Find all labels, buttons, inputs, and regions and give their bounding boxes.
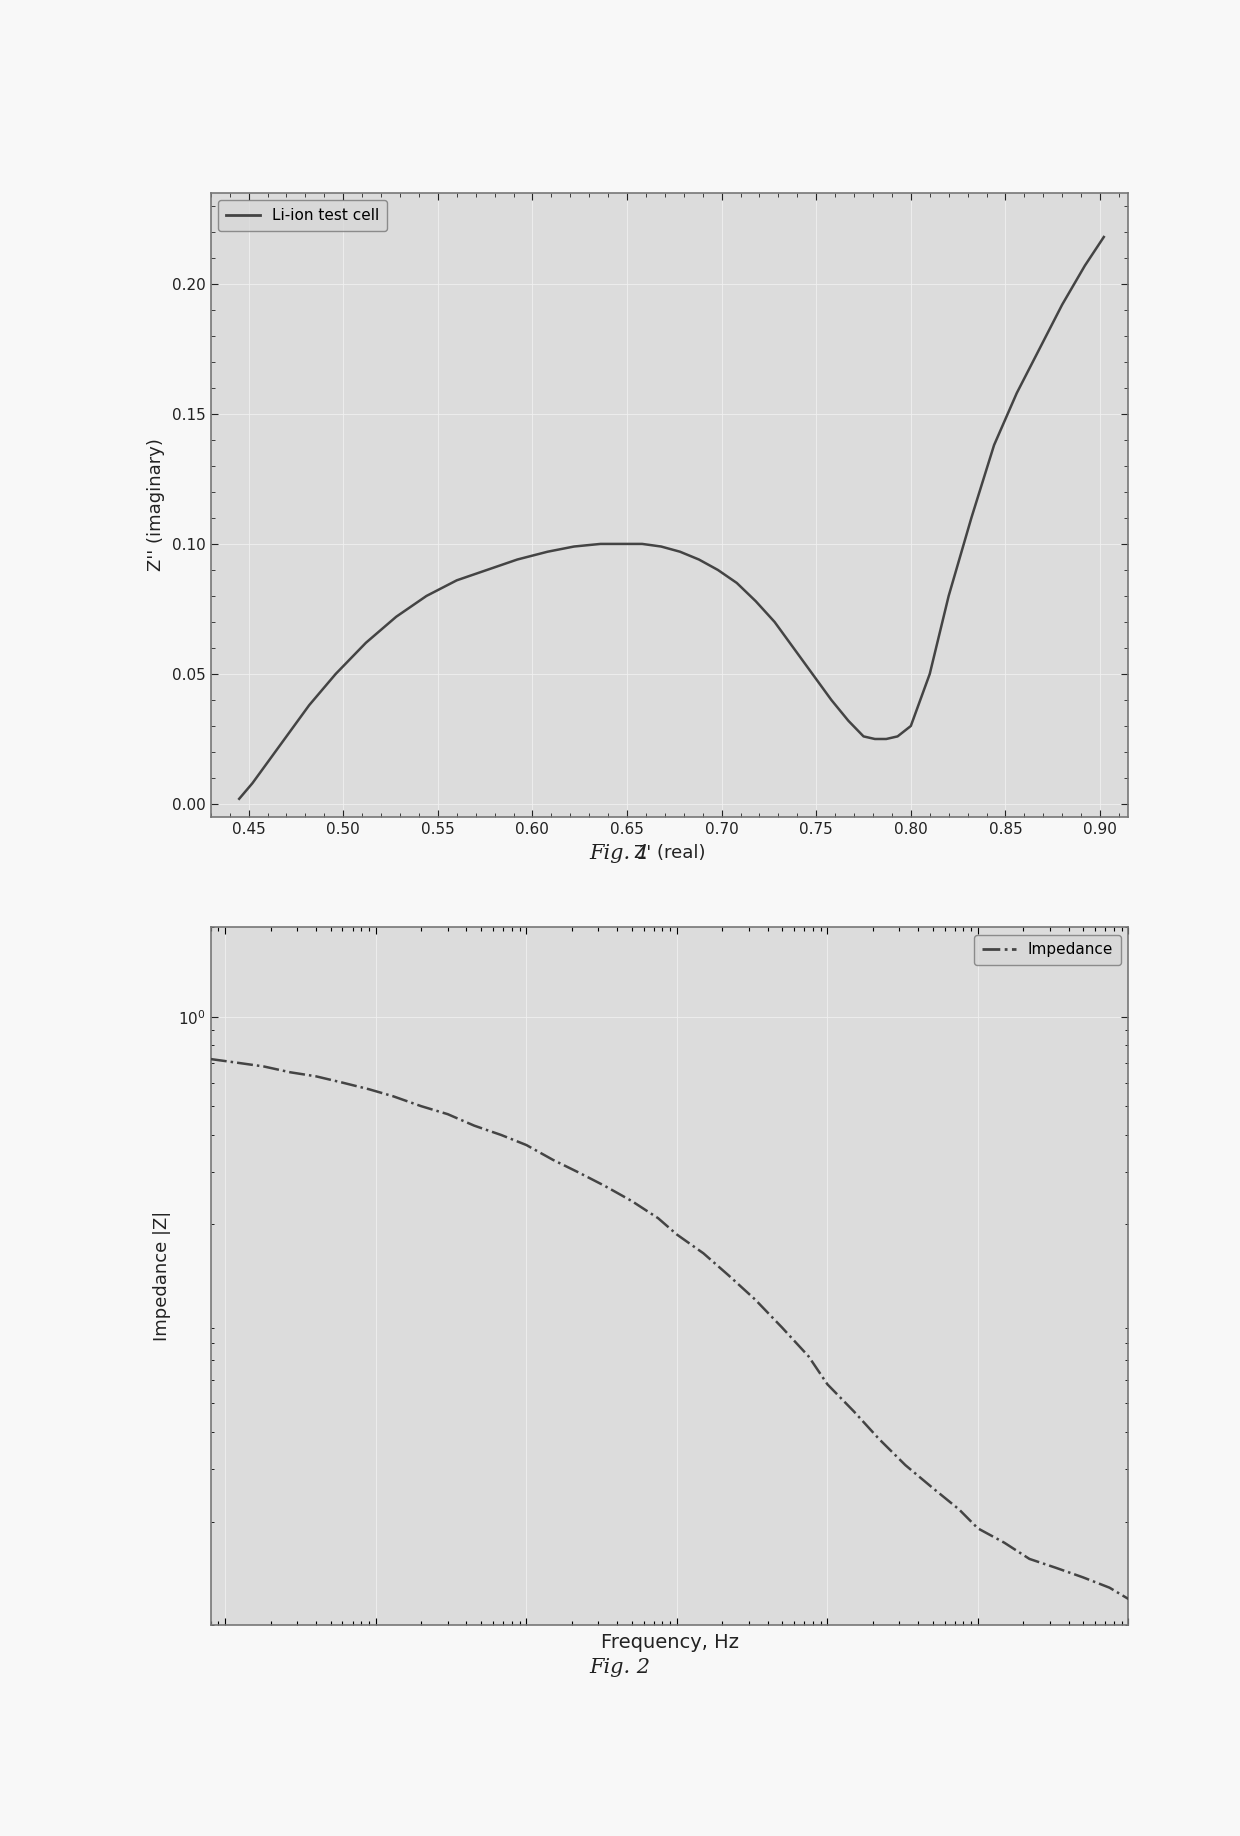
Y-axis label: Impedance |Z|: Impedance |Z| bbox=[154, 1212, 171, 1340]
Text: Fig. 2: Fig. 2 bbox=[589, 1658, 651, 1676]
Text: Fig. 1: Fig. 1 bbox=[589, 845, 651, 863]
Legend: Li-ion test cell: Li-ion test cell bbox=[218, 200, 387, 231]
Legend: Impedance: Impedance bbox=[975, 935, 1121, 966]
X-axis label: Z' (real): Z' (real) bbox=[634, 845, 706, 861]
Y-axis label: Z'' (imaginary): Z'' (imaginary) bbox=[148, 439, 165, 571]
X-axis label: Frequency, Hz: Frequency, Hz bbox=[600, 1634, 739, 1652]
